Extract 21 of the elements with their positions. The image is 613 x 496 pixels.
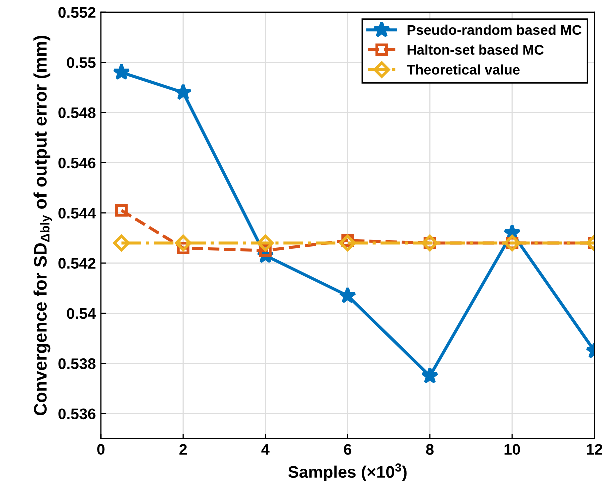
y-tick-label: 0.544 bbox=[58, 208, 96, 219]
y-tick-label: 0.538 bbox=[58, 358, 96, 370]
legend-label: Pseudo-random based MC bbox=[408, 24, 582, 36]
x-tick-label: 8 bbox=[426, 444, 434, 456]
y-tick-label: 0.54 bbox=[67, 308, 96, 320]
x-tick-label: 12 bbox=[587, 444, 602, 455]
x-axis-title: Samples (×10$^{3}$) bbox=[288, 464, 407, 482]
y-tick-label: 0.546 bbox=[58, 158, 96, 169]
x-tick-label: 4 bbox=[262, 444, 270, 455]
y-tick-label: 0.552 bbox=[58, 7, 96, 18]
x-tick-label: 10 bbox=[504, 444, 520, 456]
legend-label: Halton-set based MC bbox=[408, 44, 544, 55]
y-tick-label: 0.542 bbox=[58, 258, 96, 270]
x-tick-label: 2 bbox=[180, 444, 188, 455]
y-tick-label: 0.55 bbox=[67, 57, 96, 68]
y-axis-title: Convergence for SD$_{Δbly}$ of output error (mm) bbox=[34, 36, 52, 416]
y-tick-label: 0.536 bbox=[58, 408, 96, 420]
x-tick-label: 6 bbox=[344, 444, 352, 456]
x-tick-label: 0 bbox=[98, 444, 105, 456]
legend-label: Theoretical value bbox=[407, 64, 520, 75]
y-tick-label: 0.548 bbox=[58, 108, 96, 118]
